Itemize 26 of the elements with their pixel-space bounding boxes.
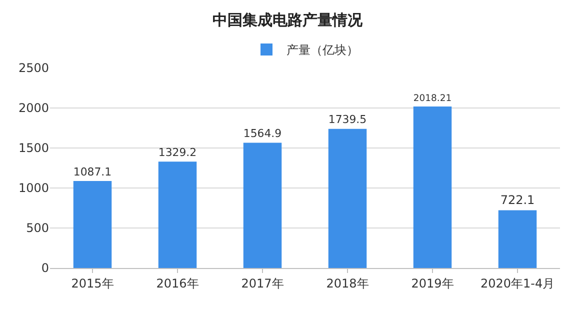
x-tick-label: 2019年 bbox=[411, 276, 454, 290]
y-tick-label: 2500 bbox=[18, 61, 49, 76]
x-tick-label: 2020年1-4月 bbox=[480, 276, 555, 290]
chart-title: 中国集成电路产量情况 bbox=[212, 11, 364, 30]
bar bbox=[413, 106, 452, 268]
data-label: 1564.9 bbox=[243, 127, 282, 140]
y-tick-label: 1000 bbox=[18, 181, 49, 196]
x-tick-label: 2015年 bbox=[71, 276, 114, 290]
y-tick-label: 0 bbox=[41, 261, 49, 276]
bar bbox=[243, 142, 282, 268]
data-label: 2018.21 bbox=[413, 93, 452, 104]
data-label: 1329.2 bbox=[158, 146, 197, 159]
y-tick-label: 2000 bbox=[18, 101, 49, 116]
data-label: 1087.1 bbox=[73, 165, 112, 178]
x-tick-label: 2016年 bbox=[156, 276, 199, 290]
x-tick-label: 2017年 bbox=[241, 276, 284, 290]
y-tick-label: 500 bbox=[26, 221, 49, 236]
bar bbox=[158, 162, 197, 268]
bar bbox=[498, 210, 537, 268]
y-tick-label: 1500 bbox=[18, 141, 49, 156]
x-tick-label: 2018年 bbox=[326, 276, 369, 290]
legend-label: 产量（亿块） bbox=[286, 43, 358, 58]
bar bbox=[73, 181, 112, 268]
bar bbox=[328, 128, 367, 268]
data-label: 1739.5 bbox=[328, 113, 367, 126]
data-label: 722.1 bbox=[500, 193, 535, 208]
